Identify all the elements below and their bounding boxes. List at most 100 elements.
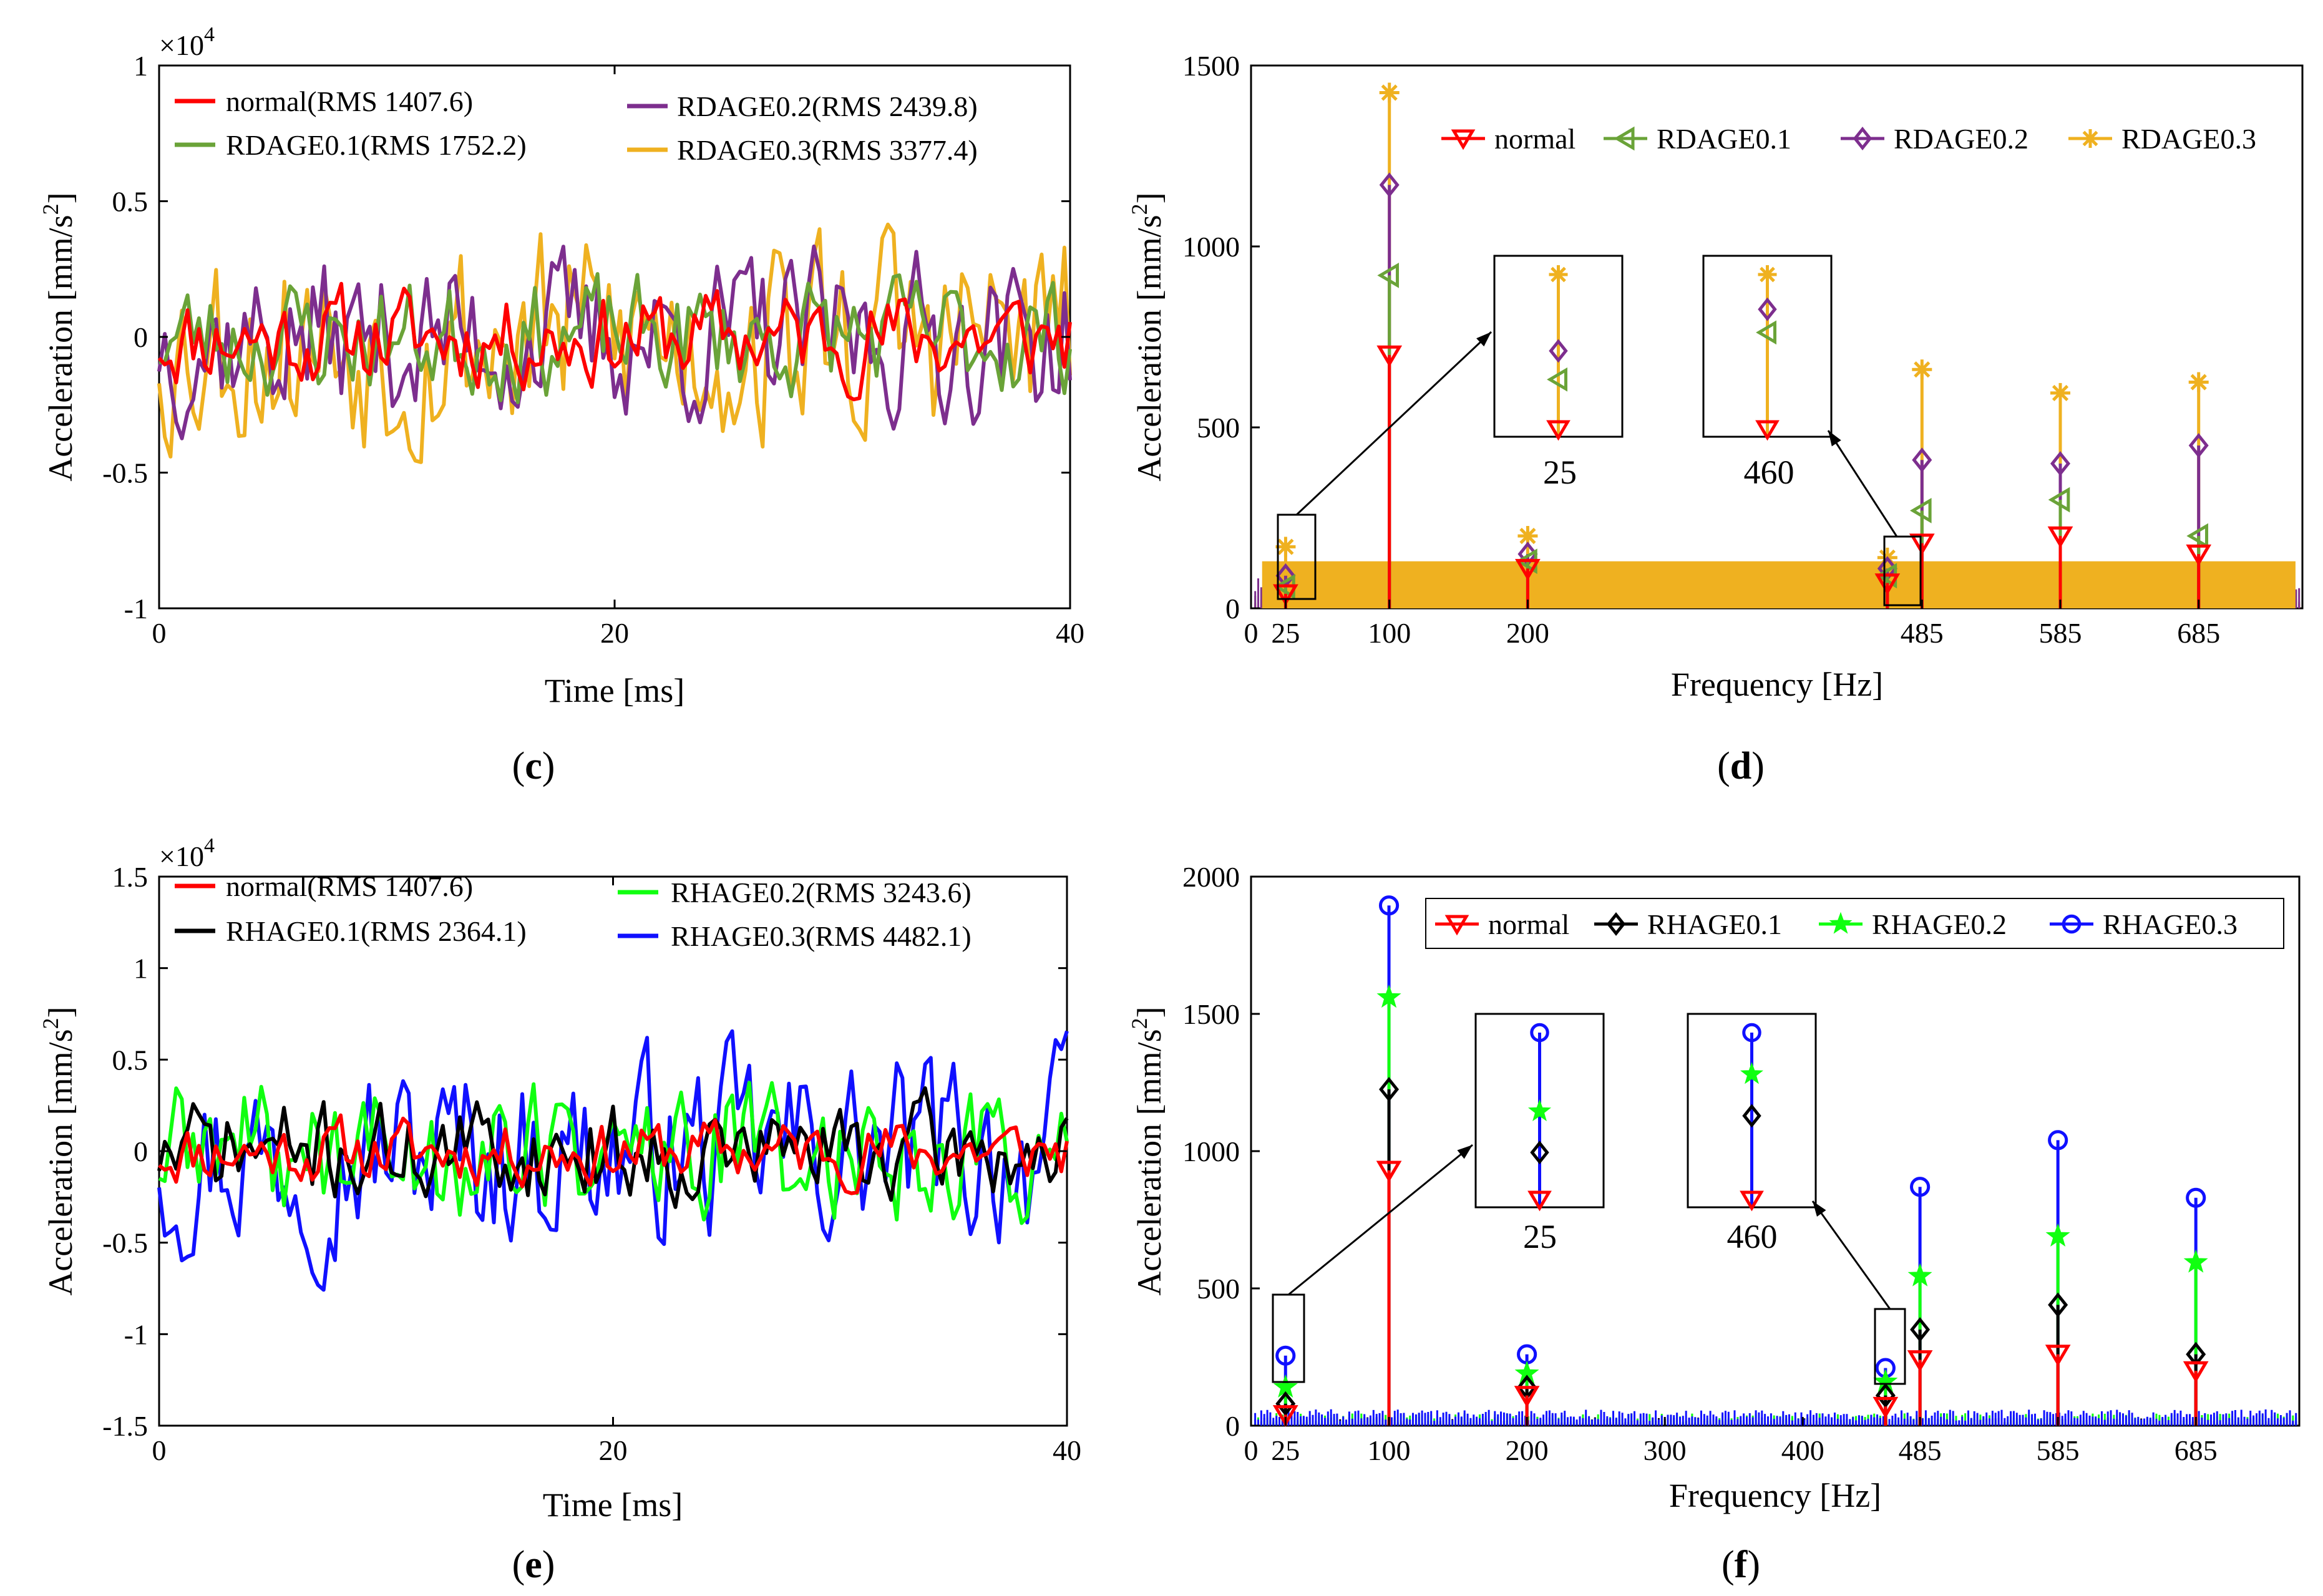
peak-marker bbox=[1376, 985, 1401, 1008]
inset-label: 460 bbox=[1727, 1218, 1778, 1255]
x-tick-label: 20 bbox=[600, 617, 629, 649]
x-tick-label: 25 bbox=[1271, 617, 1300, 649]
x-tick-label: 0 bbox=[1244, 617, 1259, 649]
noise-stems bbox=[1254, 1417, 2297, 1426]
inset-marker bbox=[1530, 1141, 1549, 1165]
axis-ticks: 0 20 40 1.5 1 0.5 0 -0.5 -1 -1.5 bbox=[102, 861, 1081, 1466]
peak-marker bbox=[2050, 382, 2071, 403]
y-tick-label: 1000 bbox=[1182, 1136, 1240, 1167]
zoom-insets bbox=[1277, 255, 1922, 606]
y-tick-label: 1500 bbox=[1182, 998, 1240, 1030]
x-tick-label: 25 bbox=[1271, 1434, 1300, 1466]
peak-marker bbox=[1909, 533, 1935, 555]
peak-marker bbox=[2048, 1292, 2068, 1318]
peak-marker bbox=[2045, 1345, 2071, 1366]
y-tick-label: -1 bbox=[124, 1318, 148, 1350]
x-tick-label: 100 bbox=[1368, 617, 1411, 649]
zoom-arrow-head bbox=[1476, 332, 1491, 347]
peak-marker bbox=[1874, 573, 1901, 595]
legend-label: RHAGE0.1 bbox=[1647, 908, 1782, 940]
exponent-label: ×104 bbox=[159, 834, 215, 872]
peak-marker bbox=[1912, 359, 1932, 380]
x-tick-label: 20 bbox=[599, 1434, 628, 1466]
noise-stems bbox=[1254, 1413, 2297, 1426]
peak-marker bbox=[1379, 1076, 1400, 1102]
zoom-arrow bbox=[1295, 331, 1493, 516]
peak-marker bbox=[1275, 537, 1296, 557]
peak-marker bbox=[1275, 1391, 1296, 1416]
x-tick-label: 200 bbox=[1506, 1434, 1549, 1466]
peak-marker bbox=[1376, 345, 1403, 367]
y-tick-label: 1 bbox=[134, 50, 148, 82]
peak-marker bbox=[1275, 1345, 1296, 1366]
series-peaks-0 bbox=[1273, 345, 2212, 608]
legend: normal(RMS 1407.6) RHAGE0.1(RMS 2364.1) … bbox=[175, 870, 972, 952]
peak-marker bbox=[2186, 544, 2212, 567]
peak-marker bbox=[1873, 1396, 1899, 1419]
zoom-arrow bbox=[1288, 1144, 1473, 1296]
inset-label: 25 bbox=[1543, 454, 1577, 491]
legend-label: RHAGE0.1(RMS 2364.1) bbox=[226, 915, 527, 947]
legend-marker bbox=[1853, 126, 1873, 151]
legend-label: RDAGE0.2 bbox=[1894, 123, 2028, 155]
inset-marker bbox=[1546, 420, 1571, 441]
inset-label: 25 bbox=[1523, 1218, 1557, 1255]
legend-marker bbox=[1614, 126, 1635, 151]
inset-marker bbox=[1527, 1190, 1552, 1212]
panel-f-spectrum-rhage: 0 25 100 200 300 400 485 585 6852000150010005000… bbox=[1127, 861, 2301, 1586]
x-tick-label: 400 bbox=[1781, 1434, 1824, 1466]
panel-label-f: (f) bbox=[1722, 1544, 1760, 1586]
y-axis-label: Acceleration [mm/s2] bbox=[38, 1006, 79, 1295]
panel-d-spectrum-rdage: 0 25 100 200 485 585 685 1500 1000 500 0 Frequency… bbox=[1127, 50, 2304, 787]
inset-marker bbox=[1740, 1062, 1764, 1084]
zoom-arrow bbox=[1811, 1200, 1891, 1310]
x-axis-label: Time [ms] bbox=[543, 1486, 683, 1524]
legend-label: normal bbox=[1488, 908, 1569, 940]
panel-label-c: (c) bbox=[512, 745, 555, 787]
peak-marker bbox=[1514, 1386, 1540, 1408]
noise-band bbox=[1262, 561, 2296, 608]
y-tick-label: 0 bbox=[1225, 1410, 1240, 1442]
zoom-arrow bbox=[1827, 430, 1898, 537]
peak-marker bbox=[1379, 82, 1400, 103]
y-tick-label: 2000 bbox=[1182, 861, 1240, 893]
legend: normal(RMS 1407.6) RDAGE0.1(RMS 1752.2) … bbox=[175, 85, 978, 166]
inset-marker bbox=[1742, 1023, 1761, 1043]
x-axis-label: Time [ms] bbox=[545, 672, 685, 709]
y-tick-label: 1500 bbox=[1182, 50, 1240, 82]
peak-marker bbox=[1910, 1316, 1931, 1343]
noise-floor-3 bbox=[1254, 1409, 2297, 1426]
peak-marker bbox=[1910, 1177, 1931, 1197]
peak-marker bbox=[1875, 1383, 1896, 1408]
y-tick-label: 0.5 bbox=[112, 186, 149, 218]
x-axis-label: Frequency [Hz] bbox=[1671, 666, 1883, 703]
y-axis-label: Acceleration [mm/s2] bbox=[1127, 1006, 1168, 1295]
y-tick-label: -0.5 bbox=[102, 1227, 148, 1259]
legend-label: RHAGE0.3(RMS 4482.1) bbox=[671, 920, 972, 952]
peak-marker bbox=[2048, 487, 2070, 513]
x-tick-label: 685 bbox=[2174, 1434, 2218, 1466]
peak-marker bbox=[2186, 523, 2209, 549]
legend: normal RHAGE0.1 RHAGE0.2 RHAGE0.3 bbox=[1425, 898, 2284, 949]
y-tick-label: 0 bbox=[134, 321, 148, 353]
x-tick-label: 40 bbox=[1053, 1434, 1081, 1466]
legend-label: normal bbox=[1494, 123, 1575, 155]
legend-marker bbox=[1451, 129, 1476, 150]
x-tick-label: 485 bbox=[1901, 617, 1944, 649]
panel-label-d: (d) bbox=[1717, 745, 1765, 787]
axis-ticks: 0 25 100 200 485 585 685 1500 1000 500 0 bbox=[1182, 50, 2220, 649]
y-tick-label: 1.5 bbox=[112, 861, 149, 893]
legend-label: RDAGE0.3(RMS 3377.4) bbox=[677, 134, 978, 166]
series-line-0 bbox=[158, 1113, 1069, 1195]
x-tick-label: 585 bbox=[2039, 617, 2082, 649]
inset-marker bbox=[1547, 367, 1567, 392]
zoom-arrow-head bbox=[1813, 1201, 1826, 1217]
inset-marker bbox=[1756, 320, 1776, 345]
y-tick-label: 1 bbox=[134, 953, 148, 985]
peak-marker bbox=[1378, 895, 1400, 916]
panel-label-e: (e) bbox=[512, 1544, 555, 1586]
legend-label: RHAGE0.2(RMS 3243.6) bbox=[671, 877, 972, 908]
peak-marker bbox=[1376, 1161, 1402, 1183]
y-tick-label: 1000 bbox=[1182, 231, 1240, 263]
plot-frame bbox=[158, 875, 1068, 1427]
